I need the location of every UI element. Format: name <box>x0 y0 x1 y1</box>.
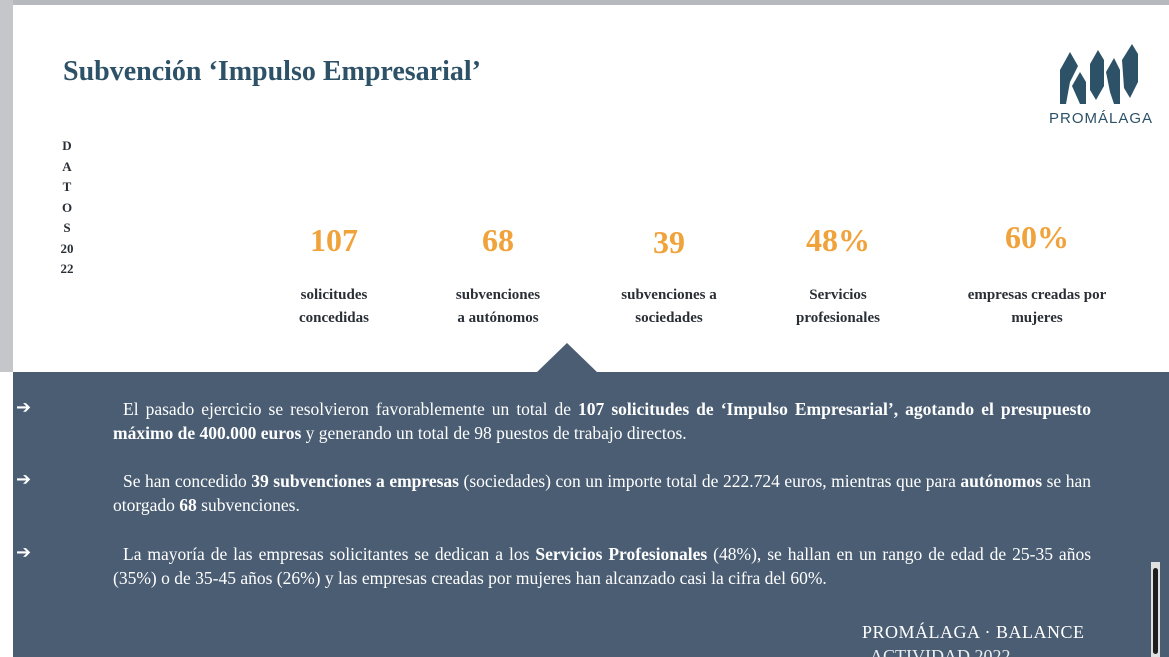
stat-value: 60% <box>1005 219 1069 255</box>
paragraph-bold: 107 solicitudes de ‘Impulso Empresarial’… <box>113 399 1091 443</box>
paragraph-text: La mayoría de las empresas solicitantes … <box>123 544 536 564</box>
stat-label-line: subvenciones a <box>621 287 717 303</box>
stat-label: empresas creadas por mujeres <box>942 284 1132 330</box>
stat-mujeres: 60% empresas creadas por mujeres <box>942 219 1132 331</box>
stat-label-line: Servicios <box>809 287 867 303</box>
vertical-char: T <box>62 179 72 194</box>
stat-label-line: a autónomos <box>457 310 539 326</box>
stat-label-line: subvenciones <box>455 287 541 303</box>
paragraph-text: se han otorgado <box>113 471 1091 515</box>
stat-label-line: concedidas <box>298 310 369 326</box>
promalaga-logo-icon <box>1060 44 1138 104</box>
stat-value: 68 <box>482 222 514 258</box>
stat-label-line: solicitudes <box>300 287 368 303</box>
window-left-border <box>0 0 13 372</box>
paragraph-text: El pasado ejercicio se resolvieron favor… <box>123 399 579 419</box>
vertical-char: 22 <box>60 261 74 276</box>
stat-label-line: sociedades <box>635 310 703 326</box>
stat-autonomos: 68 subvenciones a autónomos <box>428 222 568 332</box>
summary-panel <box>13 372 1169 657</box>
stat-label-line: mujeres <box>1011 310 1063 326</box>
arrow-bullet-icon: ➔ <box>16 469 32 490</box>
vertical-char: 20 <box>60 240 74 256</box>
vertical-char: O <box>61 199 73 215</box>
summary-paragraph: Se han concedido 39 subvenciones a empre… <box>113 469 1091 517</box>
logo-text: PROMÁLAGA <box>1048 110 1154 127</box>
paragraph-bold: 39 subvenciones a empresas <box>251 471 459 491</box>
summary-paragraph: La mayoría de las empresas solicitantes … <box>113 542 1091 590</box>
stat-value: 107 <box>310 222 358 258</box>
arrow-bullet-icon: ➔ <box>16 397 32 418</box>
paragraph-bold: Servicios Profesionales <box>535 544 708 564</box>
paragraph-text: Se han concedido <box>123 471 252 491</box>
paragraph-text: (sociedades) con un importe total de 222… <box>458 471 961 491</box>
vertical-char: A <box>62 158 72 174</box>
scrollbar-thumb[interactable] <box>1153 568 1158 654</box>
stat-servicios: 48% Servicios profesionales <box>768 222 908 332</box>
paragraph-bold: autónomos <box>960 471 1043 491</box>
stat-label: subvenciones a sociedades <box>599 284 739 330</box>
stat-value: 39 <box>653 224 685 260</box>
paragraph-bold: 68 <box>179 495 197 515</box>
datos-2022-vertical-label: D A T O S 20 22 <box>54 136 80 280</box>
paragraph-text: (48%), se hallan en un rango de edad de … <box>113 544 1092 588</box>
paragraph-text: y generando un total de 98 puestos de tr… <box>301 423 687 443</box>
stat-label: subvenciones a autónomos <box>428 284 568 330</box>
summary-paragraph: El pasado ejercicio se resolvieron favor… <box>113 397 1091 445</box>
paragraph-text: subvenciones. <box>196 495 300 515</box>
stat-sociedades: 39 subvenciones a sociedades <box>599 224 739 334</box>
stat-label-line: profesionales <box>796 310 880 326</box>
stat-value: 48% <box>806 222 870 258</box>
stat-label-line: empresas creadas por <box>967 287 1107 303</box>
stat-label: Servicios profesionales <box>768 284 908 330</box>
window-top-border <box>0 0 1169 5</box>
panel-pointer <box>536 343 598 373</box>
footer-title: PROMÁLAGA · BALANCE <box>862 622 1085 642</box>
stat-solicitudes: 107 solicitudes concedidas <box>274 222 394 332</box>
footer-subtitle: ACTIVIDAD 2022 <box>870 646 1011 657</box>
vertical-char: S <box>63 220 71 235</box>
arrow-bullet-icon: ➔ <box>16 542 32 563</box>
stat-label: solicitudes concedidas <box>274 284 394 330</box>
vertical-char: D <box>62 138 72 153</box>
slide-title: Subvención ‘Impulso Empresarial’ <box>63 56 481 87</box>
